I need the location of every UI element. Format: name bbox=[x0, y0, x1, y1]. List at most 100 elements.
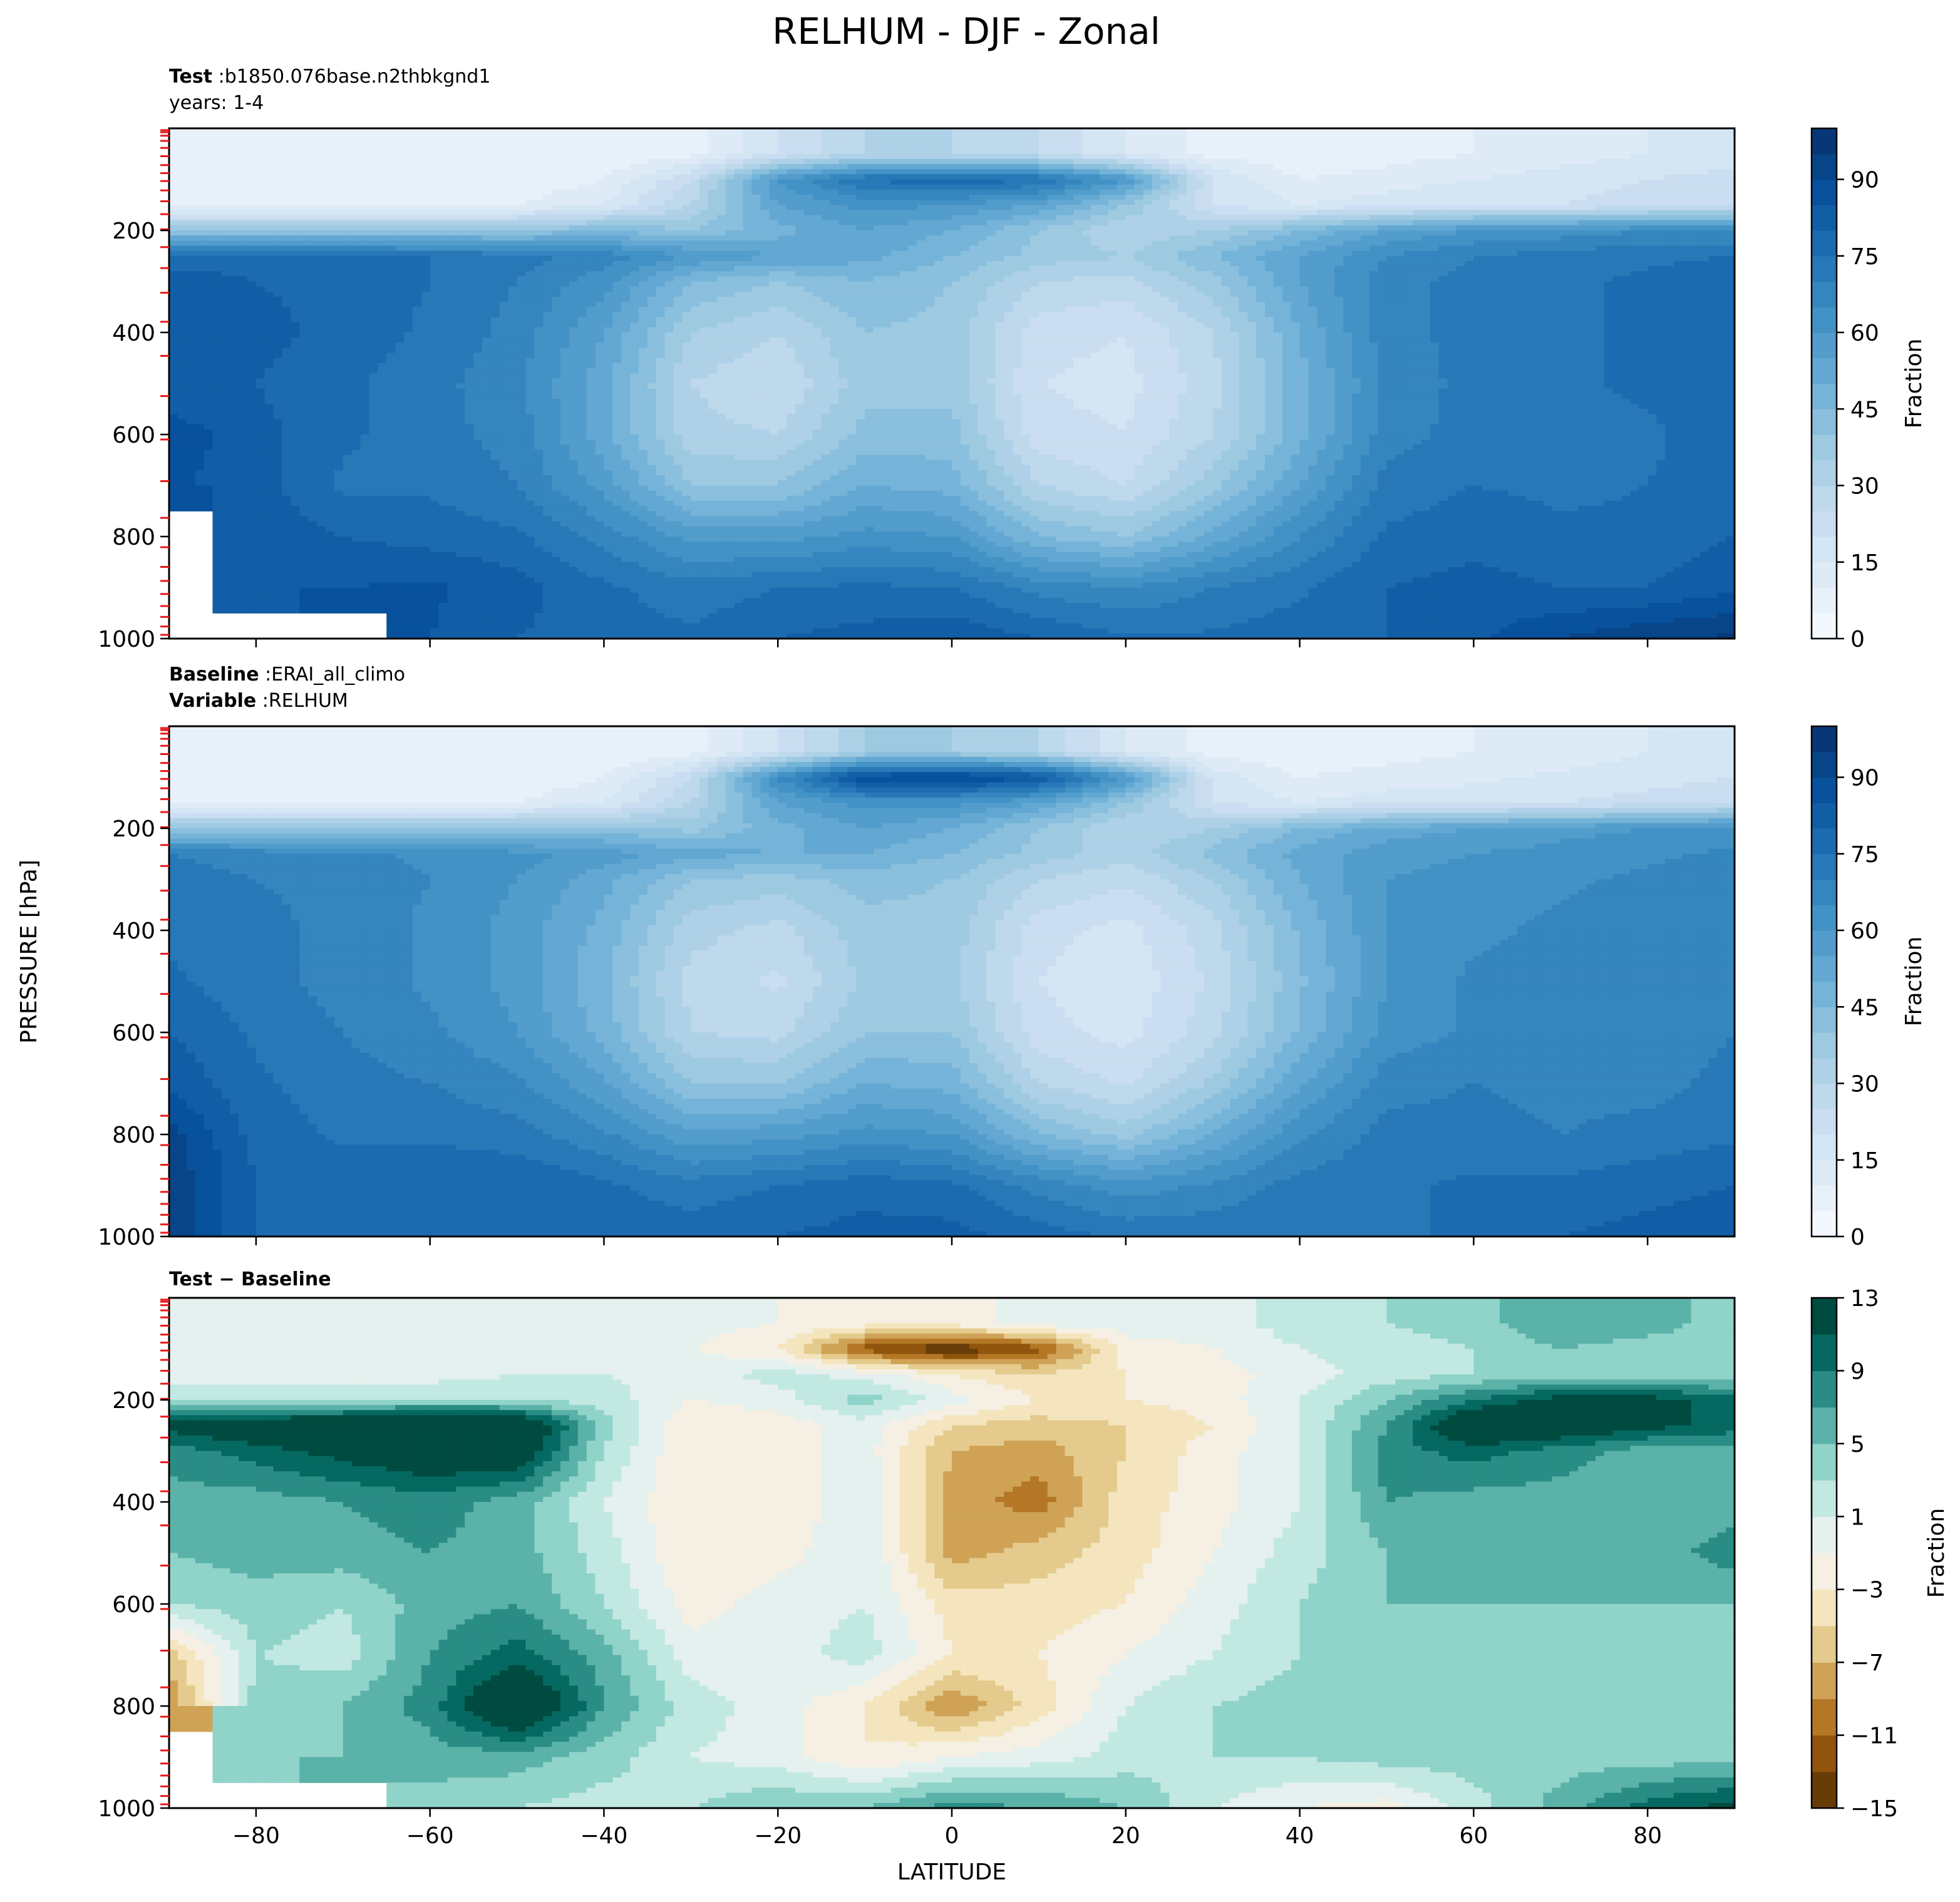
contour-cell bbox=[1143, 164, 1153, 170]
contour-cell bbox=[960, 266, 970, 272]
contour-cell bbox=[952, 153, 961, 160]
contour-cell bbox=[1013, 128, 1022, 134]
contour-cell bbox=[1299, 184, 1309, 190]
contour-cell bbox=[1421, 210, 1431, 216]
contour-cell bbox=[586, 245, 596, 252]
contour-cell bbox=[1421, 169, 1431, 175]
contour-cell bbox=[1421, 158, 1431, 165]
contour-cell bbox=[291, 189, 300, 195]
contour-cell bbox=[1169, 205, 1179, 210]
contour-cell bbox=[482, 158, 492, 165]
contour-cell bbox=[465, 189, 474, 195]
contour-cell bbox=[360, 164, 370, 170]
contour-cell bbox=[1160, 200, 1170, 205]
contour-cell bbox=[1656, 138, 1666, 145]
contour-cell bbox=[169, 179, 178, 185]
contour-cell bbox=[264, 194, 274, 200]
contour-cell bbox=[264, 245, 274, 252]
contour-cell bbox=[430, 266, 440, 272]
contour-cell bbox=[830, 240, 840, 247]
contour-cell bbox=[404, 200, 413, 205]
contour-cell bbox=[1004, 174, 1013, 180]
contour-cell bbox=[699, 250, 709, 257]
contour-cell bbox=[490, 133, 500, 139]
contour-cell bbox=[378, 133, 387, 139]
contour-cell bbox=[1438, 164, 1448, 170]
contour-cell bbox=[691, 128, 700, 134]
contour-cell bbox=[230, 169, 239, 175]
contour-cell bbox=[1013, 143, 1022, 150]
contour-cell bbox=[856, 245, 865, 252]
contour-cell bbox=[482, 230, 492, 236]
contour-cell bbox=[586, 189, 596, 195]
contour-cell bbox=[717, 235, 726, 241]
contour-cell bbox=[456, 169, 465, 175]
contour-cell bbox=[577, 220, 587, 226]
contour-cell bbox=[1386, 138, 1396, 145]
contour-cell bbox=[943, 128, 952, 134]
contour-cell bbox=[204, 220, 214, 226]
contour-cell bbox=[725, 169, 735, 175]
contour-cell bbox=[430, 133, 440, 139]
contour-cell bbox=[1204, 148, 1214, 155]
contour-cell bbox=[1682, 235, 1692, 241]
contour-cell bbox=[1726, 169, 1735, 175]
contour-cell bbox=[230, 235, 239, 241]
contour-cell bbox=[1517, 230, 1527, 236]
contour-cell bbox=[1708, 215, 1718, 221]
contour-cell bbox=[1395, 189, 1405, 195]
contour-cell bbox=[1256, 215, 1266, 221]
contour-cell bbox=[1308, 169, 1318, 175]
contour-cell bbox=[943, 174, 952, 180]
contour-cell bbox=[221, 179, 230, 185]
contour-cell bbox=[204, 230, 214, 236]
contour-cell bbox=[1187, 260, 1196, 267]
contour-cell bbox=[517, 245, 527, 252]
contour-cell bbox=[1221, 158, 1231, 165]
contour-cell bbox=[769, 266, 778, 272]
contour-cell bbox=[1438, 240, 1448, 247]
contour-cell bbox=[621, 128, 631, 134]
contour-cell bbox=[1065, 235, 1075, 241]
contour-cell bbox=[1221, 200, 1231, 205]
contour-cell bbox=[1230, 200, 1239, 205]
contour-cell bbox=[1578, 215, 1587, 221]
contour-cell bbox=[847, 225, 857, 231]
contour-cell bbox=[1552, 235, 1561, 241]
contour-cell bbox=[421, 138, 431, 145]
contour-cell bbox=[1369, 245, 1379, 252]
contour-cell bbox=[699, 174, 709, 180]
contour-cell bbox=[430, 225, 440, 231]
contour-cell bbox=[1038, 255, 1048, 262]
contour-cell bbox=[1586, 128, 1596, 134]
contour-cell bbox=[682, 240, 691, 247]
contour-cell bbox=[534, 220, 544, 226]
contour-cell bbox=[230, 260, 239, 267]
contour-cell bbox=[908, 260, 918, 267]
contour-cell bbox=[1160, 255, 1170, 262]
contour-cell bbox=[1708, 174, 1718, 180]
contour-cell bbox=[830, 225, 840, 231]
contour-cell bbox=[1038, 174, 1048, 180]
contour-cell bbox=[1508, 169, 1518, 175]
contour-cell bbox=[725, 266, 735, 272]
contour-cell bbox=[595, 169, 605, 175]
contour-cell bbox=[291, 184, 300, 190]
contour-cell bbox=[1230, 169, 1239, 175]
contour-cell bbox=[1386, 169, 1396, 175]
contour-cell bbox=[812, 138, 822, 145]
contour-cell bbox=[1351, 179, 1361, 185]
contour-cell bbox=[926, 266, 935, 272]
contour-cell bbox=[1491, 245, 1500, 252]
contour-cell bbox=[369, 184, 378, 190]
contour-cell bbox=[438, 143, 448, 150]
contour-cell bbox=[1239, 250, 1248, 257]
contour-cell bbox=[1239, 143, 1248, 150]
contour-cell bbox=[378, 189, 387, 195]
contour-cell bbox=[1030, 215, 1039, 221]
contour-cell bbox=[778, 225, 787, 231]
contour-cell bbox=[212, 255, 222, 262]
contour-cell bbox=[1369, 235, 1379, 241]
contour-cell bbox=[255, 225, 266, 231]
contour-cell bbox=[1091, 164, 1100, 170]
